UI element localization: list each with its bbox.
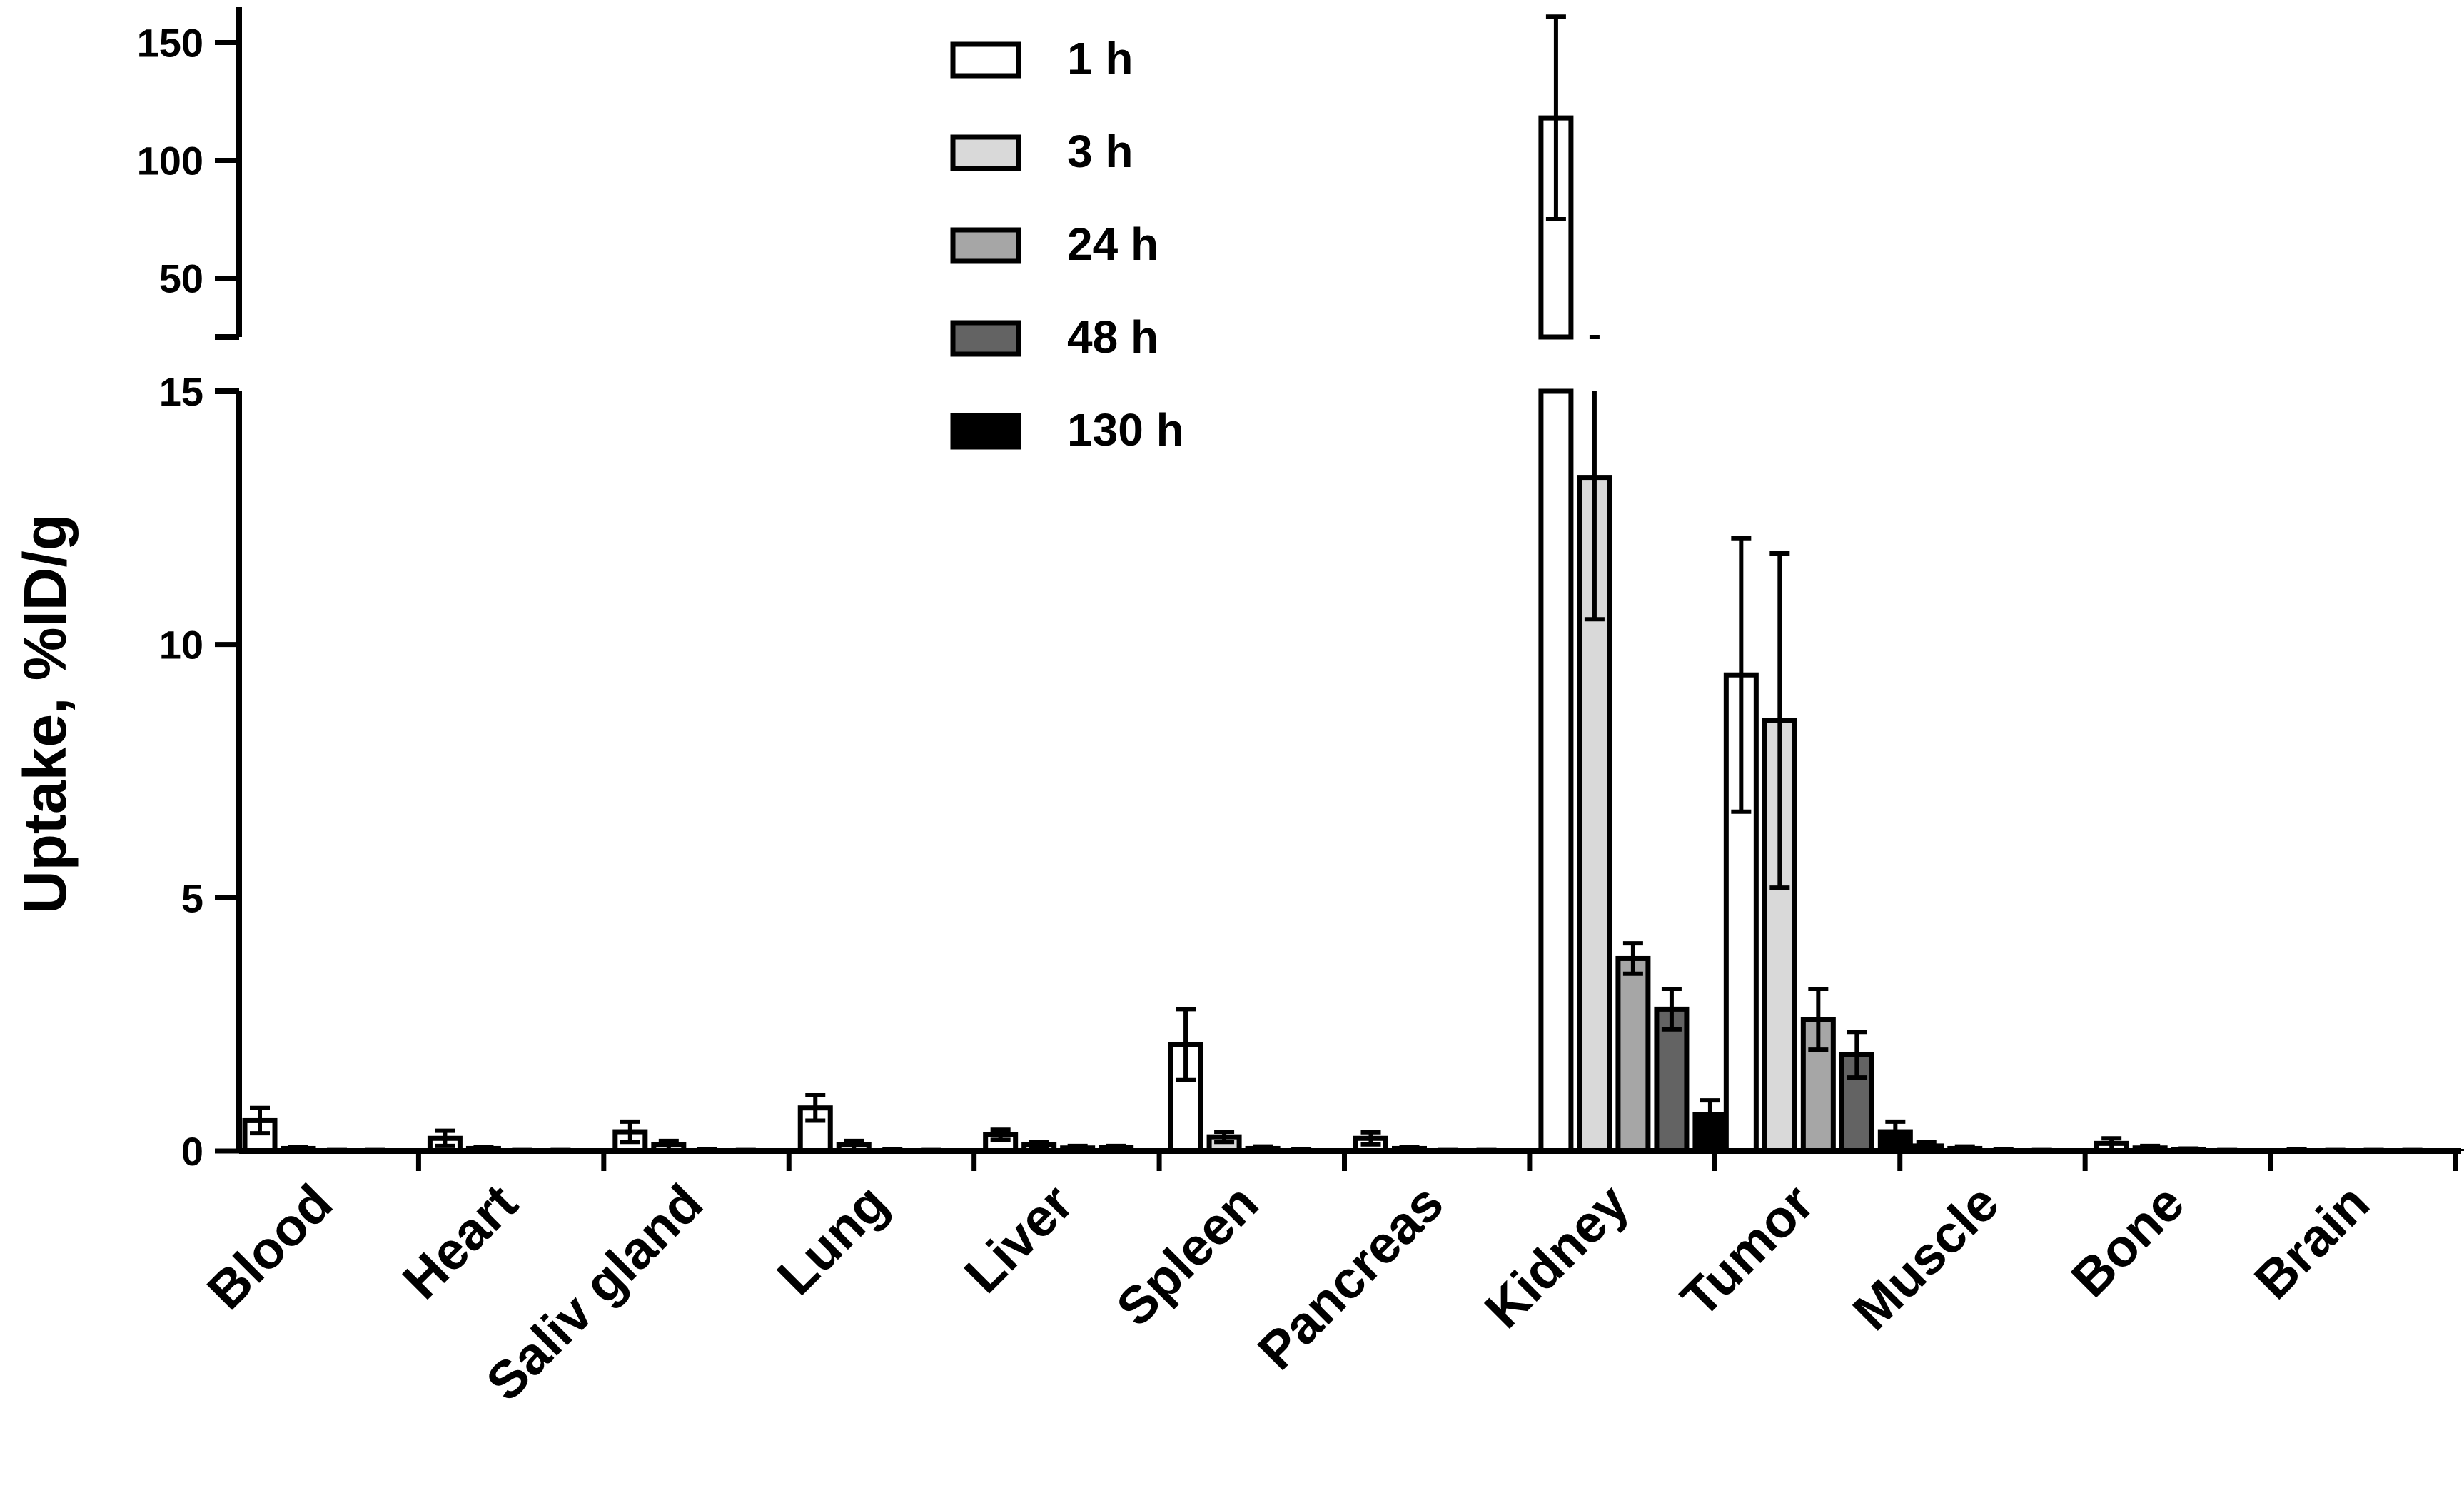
legend-swatch (950, 134, 1021, 171)
bar (1800, 1017, 1836, 1154)
legend-swatch (950, 227, 1021, 264)
bar (1615, 955, 1651, 1154)
bars-layer (242, 115, 2464, 1154)
y-tick-labels: 0 5 10 15 50 100 150 (137, 21, 203, 1175)
category-label: Blood (196, 1173, 343, 1321)
legend-swatch (950, 320, 1021, 357)
y-tick-label: 100 (137, 139, 203, 184)
legend-swatch (950, 413, 1021, 450)
bar (1538, 388, 1574, 1154)
category-label: Bone (2060, 1173, 2196, 1309)
y-tick-label: 150 (137, 21, 203, 66)
y-tick-label: 15 (159, 369, 203, 414)
legend-swatch (950, 41, 1021, 79)
category-label: Pancreas (1246, 1173, 1454, 1381)
category-label: Tumor (1670, 1173, 1825, 1329)
legend-label: 3 h (1067, 126, 1133, 177)
category-label: Muscle (1842, 1173, 2010, 1342)
category-label: Brain (2243, 1173, 2380, 1310)
legend-label: 48 h (1067, 311, 1158, 363)
category-label: Lung (766, 1173, 899, 1307)
category-label: Heart (391, 1173, 528, 1310)
legend-label: 130 h (1067, 404, 1184, 456)
legend-label: 1 h (1067, 33, 1133, 84)
category-label: Kidney (1473, 1173, 1640, 1339)
category-label: Liver (953, 1173, 1084, 1304)
error-bars-layer (250, 14, 2423, 1152)
y-tick-label: 10 (159, 623, 203, 668)
y-tick-label: 5 (181, 875, 203, 920)
legend: 1 h 3 h 24 h 48 h 130 h (950, 33, 1184, 456)
y-axis-label: Uptake, %ID/g (11, 514, 79, 914)
y-tick-label: 50 (159, 256, 203, 301)
legend-label: 24 h (1067, 218, 1158, 270)
axes-layer (215, 7, 2461, 1171)
y-tick-label: 0 (181, 1129, 203, 1174)
category-label: Spleen (1105, 1173, 1269, 1337)
